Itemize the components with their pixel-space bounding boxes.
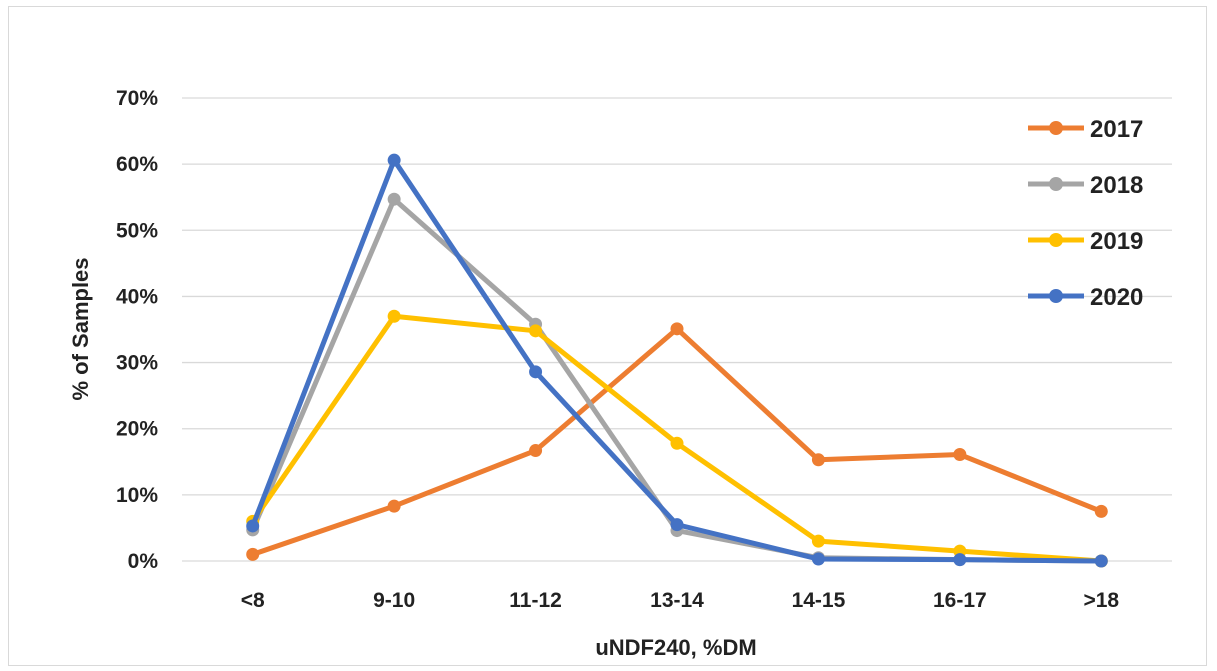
y-tick-label: 40% xyxy=(116,285,158,308)
series-line-2020 xyxy=(250,157,1104,564)
series-2020 xyxy=(246,153,1108,568)
legend-swatch-marker xyxy=(1049,177,1063,191)
data-point-2020-9-10 xyxy=(387,153,401,167)
data-point-2017-11-12 xyxy=(529,444,543,458)
y-tick-label: 30% xyxy=(116,352,158,375)
data-point-2019-14-15 xyxy=(811,534,825,548)
legend-item-2020: 2020 xyxy=(1028,284,1143,311)
y-axis-title: % of Samples xyxy=(68,257,93,400)
legend-label: 2019 xyxy=(1090,228,1143,255)
legend: 2017 2018 2019 2020 xyxy=(1028,116,1143,311)
legend-item-2019: 2019 xyxy=(1028,228,1143,255)
data-point-2020-14-15 xyxy=(811,552,825,566)
x-axis-ticks: <8 9-10 11-12 13-14 14-15 16-17 >18 xyxy=(241,589,1120,612)
data-point-2020-11-12 xyxy=(529,365,543,379)
legend-swatch-marker xyxy=(1049,233,1063,247)
data-point-2017-8 xyxy=(246,547,260,561)
data-point-2019-9-10 xyxy=(387,309,401,323)
x-tick-label-14-15: 14-15 xyxy=(792,589,846,612)
data-point-2020-8 xyxy=(246,519,260,533)
legend-item-2018: 2018 xyxy=(1028,172,1143,199)
y-axis-ticks: 0% 10% 20% 30% 40% 50% 60% 70% xyxy=(116,87,158,573)
data-point-2017-16-17 xyxy=(953,448,967,462)
x-tick-label-8: <8 xyxy=(241,589,265,612)
data-point-2018-9-10 xyxy=(387,192,401,206)
legend-label: 2020 xyxy=(1090,284,1143,311)
series-line-2018 xyxy=(250,196,1104,564)
x-tick-label-16-17: 16-17 xyxy=(933,589,987,612)
x-tick-label-9-10: 9-10 xyxy=(373,589,415,612)
x-tick-label-13-14: 13-14 xyxy=(650,589,704,612)
x-axis-title: uNDF240, %DM xyxy=(595,635,756,660)
y-tick-label: 60% xyxy=(116,153,158,176)
legend-swatch-marker xyxy=(1049,289,1063,303)
y-tick-label: 70% xyxy=(116,87,158,110)
legend-swatch-marker xyxy=(1049,121,1063,135)
legend-item-2017: 2017 xyxy=(1028,116,1143,143)
series-lines xyxy=(246,153,1108,568)
data-point-2020-16-17 xyxy=(953,553,967,567)
data-point-2020-18 xyxy=(1094,554,1108,568)
y-tick-label: 0% xyxy=(128,550,159,573)
data-point-2017-9-10 xyxy=(387,499,401,513)
x-tick-label-11-12: 11-12 xyxy=(509,589,562,612)
data-point-2017-13-14 xyxy=(670,322,684,336)
data-point-2019-11-12 xyxy=(529,324,543,338)
data-point-2017-18 xyxy=(1094,504,1108,518)
data-point-2020-13-14 xyxy=(670,518,684,532)
y-tick-label: 50% xyxy=(116,219,158,242)
x-tick-label-18: >18 xyxy=(1083,589,1119,612)
data-point-2017-14-15 xyxy=(811,453,825,467)
legend-label: 2018 xyxy=(1090,172,1143,199)
data-point-2019-13-14 xyxy=(670,436,684,450)
y-tick-label: 10% xyxy=(116,484,158,507)
legend-label: 2017 xyxy=(1090,116,1143,143)
series-2017 xyxy=(246,322,1108,561)
y-tick-label: 20% xyxy=(116,418,158,441)
